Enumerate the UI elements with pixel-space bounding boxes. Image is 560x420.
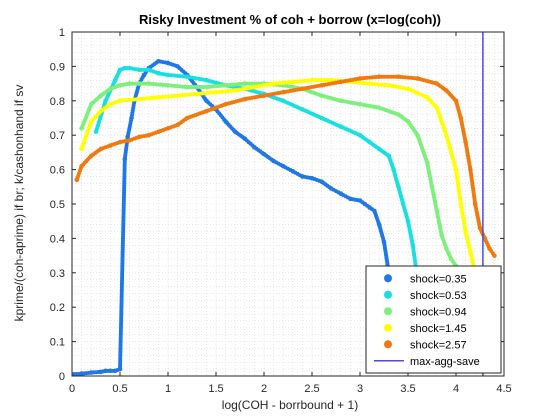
x-tick-label: 0.5 xyxy=(112,383,127,395)
legend-item: shock=0.53 xyxy=(384,290,467,302)
x-tick-label: 3 xyxy=(357,383,363,395)
x-tick-label: 1 xyxy=(165,383,171,395)
y-axis-label: kprime/(coh-aprime) if br; k/cashonhand … xyxy=(12,85,26,322)
legend-marker xyxy=(384,307,392,316)
x-tick-label: 1.5 xyxy=(208,383,223,395)
y-tick-label: 0.7 xyxy=(50,130,65,142)
x-tick-label: 0 xyxy=(69,383,75,395)
legend-marker xyxy=(384,274,392,283)
legend-item: shock=0.35 xyxy=(384,273,467,285)
y-tick-label: 0.6 xyxy=(50,165,65,177)
y-tick-label: 0.5 xyxy=(50,199,65,211)
data-point xyxy=(492,253,497,258)
legend-item: shock=0.94 xyxy=(384,306,467,318)
x-tick-label: 4.5 xyxy=(496,383,511,395)
legend-box xyxy=(365,265,502,374)
y-tick-label: 0.2 xyxy=(50,302,65,314)
legend-label: shock=1.45 xyxy=(410,323,467,335)
x-tick-labels: 0 0.5 1 1.5 2 2.5 3 3.5 4 4.5 xyxy=(69,383,512,395)
legend-label: shock=0.53 xyxy=(410,290,467,302)
y-tick-label: 0.8 xyxy=(50,96,65,108)
legend-marker xyxy=(384,290,392,299)
x-tick-label: 2.5 xyxy=(304,383,319,395)
y-tick-label: 0 xyxy=(59,371,65,383)
legend-label: shock=0.94 xyxy=(410,306,467,318)
legend-label: shock=0.35 xyxy=(410,273,467,285)
legend-label: max-agg-save xyxy=(410,356,480,368)
y-tick-label: 0.9 xyxy=(50,61,65,73)
legend: shock=0.35 shock=0.53 shock=0.94 shock=1.45… xyxy=(365,265,502,374)
y-tick-label: 0.4 xyxy=(50,233,65,245)
series-5 xyxy=(74,74,497,258)
plot-area xyxy=(71,31,505,377)
y-tick-label: 1 xyxy=(59,27,65,39)
x-axis-label: log(COH - borrbound + 1) xyxy=(222,398,358,412)
legend-item: shock=1.45 xyxy=(384,323,467,335)
x-tick-label: 3.5 xyxy=(400,383,415,395)
legend-marker xyxy=(384,340,392,349)
legend-label: shock=2.57 xyxy=(410,339,467,351)
legend-marker xyxy=(384,323,392,332)
x-tick-label: 2 xyxy=(261,383,267,395)
grid xyxy=(72,32,504,376)
y-tick-label: 0.1 xyxy=(50,337,65,349)
series-2 xyxy=(93,65,425,324)
legend-item: shock=2.57 xyxy=(384,339,467,351)
x-tick-label: 4 xyxy=(453,383,459,395)
y-tick-labels: 0 0.1 0.2 0.3 0.4 0.5 0.6 0.7 0.8 0.9 1 xyxy=(50,27,65,383)
y-tick-label: 0.3 xyxy=(50,268,65,280)
chart-title: Risky Investment % of coh + borrow (x=lo… xyxy=(139,12,441,27)
series-1 xyxy=(71,58,401,377)
legend-item: max-agg-save xyxy=(374,356,480,368)
